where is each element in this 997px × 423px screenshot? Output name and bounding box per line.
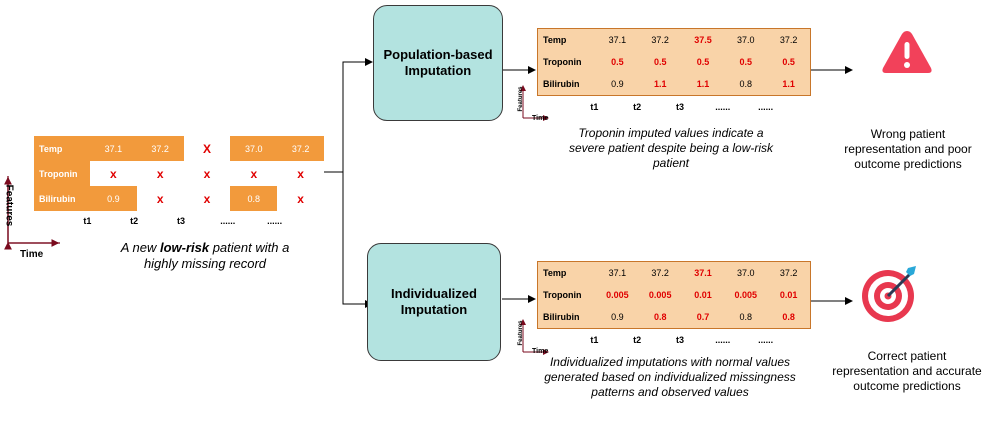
connector-to-population	[342, 58, 373, 172]
input-caption: A new low-risk patient with a highly mis…	[110, 240, 300, 272]
imputed-value: 0.005	[606, 290, 629, 300]
imputed-value: 0.5	[782, 57, 795, 67]
time-label: t3	[675, 335, 684, 345]
observed-value: 0.8	[739, 79, 753, 89]
imputed-value: 0.005	[734, 290, 758, 300]
time-label: ......	[715, 335, 731, 345]
imputed-value: 0.5	[739, 57, 753, 67]
observed-value: 37.2	[779, 268, 798, 278]
observed-value: 37.2	[136, 136, 184, 161]
imputed-value: 0.8	[653, 312, 667, 322]
observed-value: 37.1	[608, 35, 627, 45]
imputed-value: 0.5	[696, 57, 710, 67]
row-header: Troponin	[34, 161, 90, 186]
imputed-value: 0.01	[694, 290, 712, 300]
time-label: ......	[758, 102, 774, 112]
time-label: ......	[220, 216, 236, 226]
time-label: t3	[176, 216, 185, 226]
imputed-value: 0.01	[779, 290, 798, 300]
observed-value: 37.2	[651, 268, 669, 278]
time-label: t2	[633, 102, 642, 112]
imputed-value: 1.1	[653, 79, 667, 89]
population-imputation-title: Population-based Imputation	[383, 47, 493, 78]
missing-value-mark: x	[136, 161, 184, 186]
missing-value-mark: x	[183, 186, 231, 211]
missing-value-mark: X	[183, 136, 231, 161]
observed-value: 37.2	[277, 136, 324, 161]
missing-value-mark: x	[183, 161, 231, 186]
imputed-value: 37.1	[694, 268, 712, 278]
observed-value: 0.9	[611, 312, 624, 322]
time-label: t1	[590, 335, 599, 345]
imputed-value: 1.1	[782, 79, 795, 89]
population-axis-time: Time	[532, 115, 549, 122]
row-header: Troponin	[543, 290, 582, 300]
observed-value: 0.8	[230, 186, 278, 211]
time-label: t1	[83, 216, 92, 226]
individual-axis-features: Features	[518, 320, 524, 346]
observed-value: 37.0	[737, 268, 755, 278]
missing-value-mark: x	[136, 186, 184, 211]
imputed-value: 0.7	[696, 312, 710, 322]
input-caption-post: patient with a highly missing record	[143, 240, 290, 271]
missing-value-mark: x	[230, 161, 278, 186]
observed-value: 0.9	[611, 79, 624, 89]
target-bullseye-icon	[862, 266, 916, 322]
row-header: Bilirubin	[543, 79, 580, 89]
time-label: ......	[267, 216, 283, 226]
imputed-value: 1.1	[696, 79, 710, 89]
observed-value: 37.1	[608, 268, 627, 278]
population-caption: Troponin imputed values indicate a sever…	[568, 126, 774, 170]
warning-triangle-icon	[882, 31, 932, 73]
imputed-value: 0.5	[653, 57, 667, 67]
imputed-value: 0.8	[782, 312, 795, 322]
population-outcome: Wrong patient representation and poor ou…	[844, 127, 972, 171]
input-axis-features: Features	[3, 184, 15, 227]
individual-imputation-title: Individualized Imputation	[391, 286, 477, 317]
individual-caption: Individualized imputations with normal v…	[544, 355, 796, 399]
observed-value: 0.9	[90, 186, 137, 211]
time-label: ......	[715, 102, 731, 112]
population-axis-features: Features	[518, 86, 524, 112]
observed-value: 37.1	[90, 136, 137, 161]
missing-value-mark: x	[277, 161, 324, 186]
imputed-value: 0.005	[648, 290, 672, 300]
population-imputation-box: Population-based Imputation	[373, 5, 503, 121]
row-header: Troponin	[543, 57, 582, 67]
individual-axis-time: Time	[532, 348, 549, 355]
row-header: Temp	[543, 35, 567, 45]
observed-value: 37.0	[737, 35, 755, 45]
row-header: Bilirubin	[543, 312, 580, 322]
imputed-value: 0.5	[611, 57, 624, 67]
row-header: Temp	[543, 268, 567, 278]
imputed-value: 37.5	[694, 35, 712, 45]
observed-value: 37.2	[779, 35, 798, 45]
input-axis-time: Time	[20, 249, 44, 260]
individual-table: Temp 37.1 37.2 37.1 37.0 37.2 Troponin 0.005 0.0…	[537, 261, 811, 329]
time-label: ......	[758, 335, 774, 345]
input-caption-pre: A new	[120, 240, 160, 255]
time-label: t2	[130, 216, 139, 226]
input-caption-bold: low-risk	[159, 240, 210, 255]
observed-value: 0.8	[739, 312, 753, 322]
row-header: Bilirubin	[34, 186, 90, 211]
observed-value: 37.0	[230, 136, 278, 161]
population-table: Temp 37.1 37.2 37.5 37.0 37.2 Troponin 0.5 0.5 0.…	[537, 28, 811, 96]
input-table: Temp 37.1 37.2 X 37.0 37.2 Troponin x x x x x Biliru…	[34, 136, 324, 211]
time-label: t2	[633, 335, 642, 345]
time-label: t1	[590, 102, 599, 112]
individual-outcome: Correct patient representation and accur…	[832, 349, 982, 393]
missing-value-mark: x	[90, 161, 137, 186]
connector-to-individual	[342, 172, 373, 308]
row-header: Temp	[34, 136, 90, 161]
individual-imputation-box: Individualized Imputation	[367, 243, 501, 361]
missing-value-mark: x	[277, 186, 324, 211]
time-label: t3	[675, 102, 684, 112]
observed-value: 37.2	[651, 35, 669, 45]
